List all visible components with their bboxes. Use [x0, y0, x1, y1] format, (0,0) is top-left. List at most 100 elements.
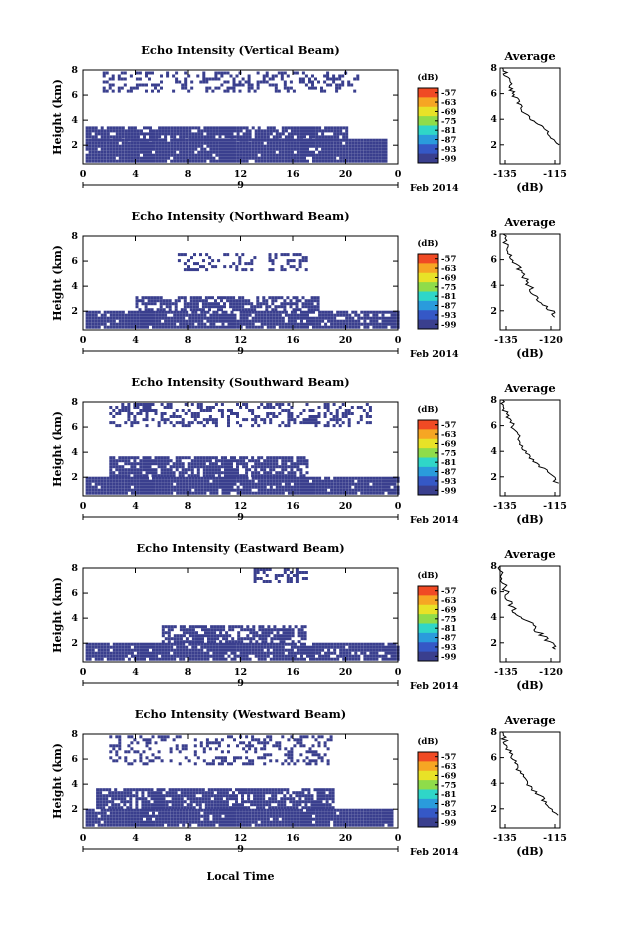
echo-cell — [109, 156, 113, 160]
echo-cell — [188, 651, 192, 655]
echo-cell — [100, 141, 104, 145]
echo-cell — [91, 645, 95, 649]
echo-cell — [345, 138, 349, 142]
echo-cell — [248, 488, 252, 492]
echo-cell — [227, 313, 231, 317]
echo-cell — [191, 476, 195, 480]
echo-cell — [281, 141, 285, 145]
echo-cell — [230, 132, 234, 136]
echo-cell — [283, 253, 287, 257]
echo-cell — [167, 808, 171, 812]
echo-cell — [176, 814, 180, 818]
echo-cell — [94, 651, 98, 655]
echo-cell — [152, 820, 155, 824]
average-x-tick-label: -115 — [543, 169, 567, 180]
echo-cell — [155, 132, 159, 136]
echo-cell — [191, 808, 195, 812]
echo-cell — [192, 302, 196, 306]
echo-cell — [232, 86, 236, 90]
echo-cell — [296, 648, 300, 652]
echo-cell — [197, 150, 201, 154]
echo-cell — [227, 814, 231, 818]
echo-cell — [363, 482, 367, 486]
echo-cell — [175, 421, 179, 425]
echo-cell — [143, 488, 146, 492]
echo-cell — [254, 129, 258, 133]
echo-cell — [146, 319, 149, 323]
echo-cell — [330, 141, 334, 145]
echo-cell — [197, 159, 201, 163]
echo-cell — [172, 462, 176, 466]
echo-cell — [291, 640, 295, 644]
echo-cell — [143, 476, 146, 480]
echo-cell — [360, 147, 364, 151]
echo-cell — [306, 482, 309, 486]
echo-cell — [188, 482, 192, 486]
echo-cell — [157, 474, 161, 478]
echo-cell — [387, 310, 391, 314]
echo-cell — [197, 325, 201, 329]
echo-cell — [143, 310, 146, 314]
echo-cell — [306, 310, 309, 314]
echo-cell — [85, 820, 89, 824]
echo-cell — [167, 325, 171, 329]
echo-cell — [268, 253, 272, 257]
echo-cell — [256, 571, 260, 574]
echo-cell — [306, 651, 309, 655]
echo-cell — [269, 471, 273, 475]
echo-cell — [271, 83, 275, 87]
echo-cell — [357, 147, 361, 151]
echo-cell — [106, 479, 110, 483]
echo-cell — [127, 319, 131, 323]
echo-cell — [166, 462, 170, 466]
echo-cell — [167, 651, 171, 655]
echo-cell — [287, 415, 291, 418]
echo-cell — [222, 637, 226, 641]
echo-cell — [369, 316, 373, 320]
echo-cell — [118, 159, 122, 163]
echo-cell — [360, 159, 364, 163]
echo-cell — [182, 645, 186, 649]
echo-cell — [263, 817, 267, 821]
echo-cell — [283, 71, 287, 75]
echo-cell — [354, 657, 358, 661]
echo-cell — [260, 465, 264, 469]
echo-cell — [245, 310, 249, 314]
echo-cell — [124, 476, 128, 480]
echo-cell — [363, 488, 367, 492]
echo-cell — [226, 253, 230, 257]
echo-cell — [341, 421, 345, 425]
echo-cell — [300, 310, 303, 314]
echo-cell — [121, 465, 125, 469]
echo-cell — [339, 479, 343, 483]
echo-cell — [179, 640, 183, 644]
echo-cell — [152, 141, 155, 145]
echo-cell — [146, 141, 149, 145]
echo-cell — [218, 316, 222, 320]
echo-cell — [121, 808, 125, 812]
echo-cell — [146, 150, 149, 154]
echo-cell — [130, 135, 134, 139]
echo-cell — [130, 465, 134, 469]
echo-cell — [248, 310, 252, 314]
echo-cell — [181, 471, 185, 475]
echo-cell — [242, 642, 246, 646]
echo-cell — [164, 488, 168, 492]
echo-cell — [266, 132, 270, 136]
echo-cell — [239, 424, 243, 428]
echo-cell — [227, 409, 230, 412]
echo-cell — [273, 637, 277, 641]
echo-cell — [254, 811, 258, 815]
echo-cell — [140, 310, 143, 314]
echo-cell — [151, 89, 154, 93]
echo-cell — [215, 488, 219, 492]
y-tick-label: 2 — [71, 140, 78, 151]
echo-cell — [218, 150, 222, 154]
echo-cell — [176, 823, 180, 827]
y-tick-label: 8 — [71, 563, 78, 574]
echo-cell — [300, 628, 304, 632]
echo-cell — [275, 479, 279, 483]
echo-cell — [233, 313, 237, 317]
echo-cell — [281, 150, 285, 154]
echo-cell — [245, 823, 249, 827]
